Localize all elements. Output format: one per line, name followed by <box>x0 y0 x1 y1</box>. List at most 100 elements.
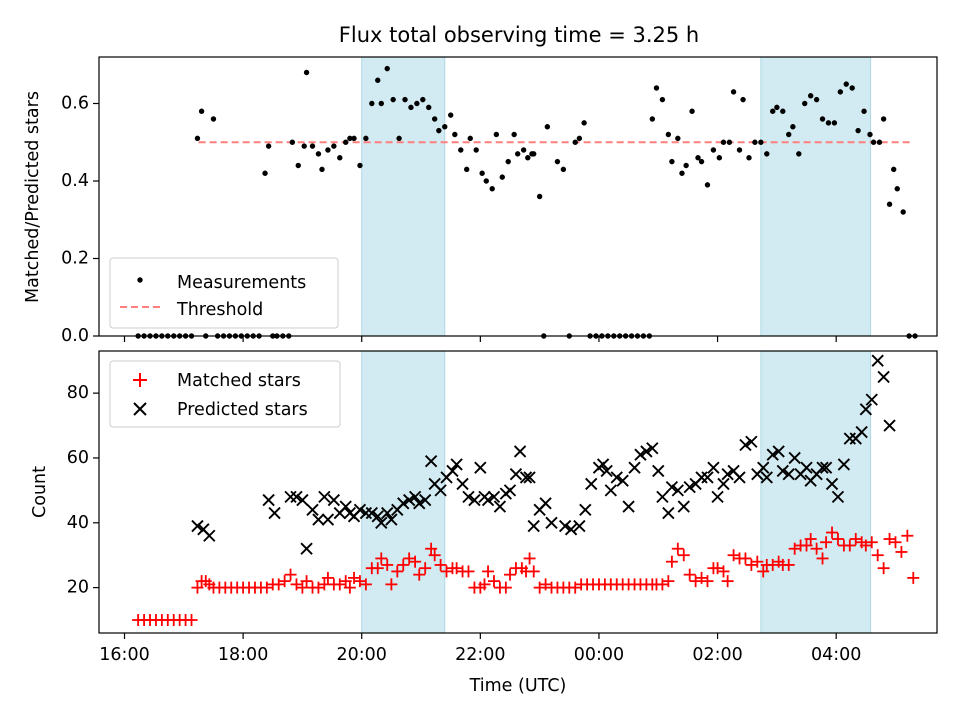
predicted-star-point <box>739 438 752 452</box>
measurement-point <box>689 108 695 114</box>
predicted-star-point <box>327 493 341 507</box>
predicted-star-point <box>300 542 313 555</box>
matched-star-point <box>877 562 890 575</box>
measurement-point <box>303 69 310 76</box>
y-tick-label: 0.2 <box>61 249 89 269</box>
predicted-star-point <box>859 403 873 416</box>
matched-star-point <box>804 533 817 545</box>
measurement-point <box>331 143 337 149</box>
matched-star-point <box>284 568 297 581</box>
measurement-point <box>831 120 838 126</box>
predicted-star-point <box>819 461 833 474</box>
legend-predicted-marker <box>133 402 147 416</box>
matched-star-point <box>871 549 884 562</box>
matched-star-point <box>343 581 356 594</box>
measurement-point <box>876 139 883 145</box>
predicted-star-point <box>527 519 540 533</box>
predicted-star-point <box>375 516 388 529</box>
measurement-point <box>891 166 897 173</box>
measurement-point <box>849 85 855 91</box>
measurement-point <box>357 162 363 169</box>
matched-star-point <box>820 536 833 549</box>
matched-star-point <box>527 565 540 578</box>
measurement-point <box>426 104 432 111</box>
y-tick-label: 40 <box>67 513 89 533</box>
matched-star-point <box>371 562 384 575</box>
measurement-point <box>764 151 770 157</box>
predicted-star-point <box>616 474 629 487</box>
predicted-star-point <box>312 513 325 526</box>
predicted-star-point <box>268 506 281 520</box>
matched-star-point <box>523 552 536 565</box>
bottom-x-ticks: 16:00 18:00 20:00 22:00 00:00 02:00 04:00 <box>99 633 861 665</box>
bottom-predicted-layer <box>191 354 896 555</box>
predicted-star-point <box>284 490 297 504</box>
measurement-point <box>378 100 384 107</box>
predicted-star-point <box>408 490 422 504</box>
measurement-point <box>867 131 873 138</box>
y-tick-label: 20 <box>67 578 89 598</box>
predicted-star-point <box>831 490 845 504</box>
measurement-point <box>746 155 752 161</box>
predicted-star-point <box>701 471 714 484</box>
predicted-star-point <box>721 468 734 481</box>
measurement-point <box>347 135 353 142</box>
matched-star-point <box>831 533 844 545</box>
y-tick-label: 60 <box>67 448 89 468</box>
predicted-star-point <box>290 490 303 504</box>
predicted-star-point <box>816 461 829 474</box>
measurement-point <box>576 135 583 142</box>
predicted-star-point <box>788 451 801 465</box>
predicted-star-point <box>503 484 517 497</box>
predicted-star-point <box>604 484 617 497</box>
measurement-point <box>669 158 675 165</box>
measurement-point <box>880 116 887 122</box>
measurement-point <box>431 116 438 122</box>
predicted-star-point <box>757 461 770 474</box>
y-tick-label: 0.4 <box>61 171 89 191</box>
measurement-point <box>319 166 325 173</box>
predicted-star-point <box>610 471 623 484</box>
matched-star-point <box>865 536 878 549</box>
predicted-star-point <box>545 516 558 529</box>
measurement-point <box>520 147 527 153</box>
matched-star-point <box>425 542 438 555</box>
measurement-point <box>758 139 764 145</box>
predicted-star-point <box>855 425 868 439</box>
measurement-point <box>262 170 268 176</box>
y-tick-label: 0.6 <box>61 94 89 114</box>
predicted-star-point <box>446 464 459 478</box>
measurement-point <box>351 135 357 142</box>
measurement-point <box>515 151 521 157</box>
predicted-star-point <box>403 493 416 507</box>
predicted-star-point <box>585 477 598 491</box>
measurement-point <box>408 104 414 111</box>
matched-star-point <box>419 562 432 575</box>
measurement-point <box>807 93 814 99</box>
measurement-point <box>698 158 705 165</box>
matched-star-point <box>539 578 552 591</box>
measurement-point <box>710 147 717 153</box>
measurement-point <box>436 127 442 134</box>
measurement-point <box>790 124 796 130</box>
matched-star-point <box>701 575 714 588</box>
measurement-point <box>505 158 511 165</box>
predicted-star-point <box>596 458 610 471</box>
top-x-ticks <box>123 336 837 342</box>
predicted-star-point <box>877 370 890 384</box>
bottom-legend-box <box>109 360 341 428</box>
predicted-star-point <box>487 490 501 504</box>
matched-star-point <box>816 552 829 565</box>
matched-star-point <box>656 578 669 591</box>
y-tick-label: 80 <box>67 383 89 403</box>
predicted-star-point <box>800 461 813 474</box>
measurement-point <box>855 127 861 134</box>
predicted-star-point <box>652 464 665 478</box>
measurement-point <box>720 139 727 145</box>
predicted-star-point <box>424 455 438 468</box>
measurement-point <box>265 143 272 149</box>
matched-star-point <box>689 575 702 588</box>
matched-star-point <box>296 581 309 594</box>
top-legend-box <box>109 257 339 329</box>
